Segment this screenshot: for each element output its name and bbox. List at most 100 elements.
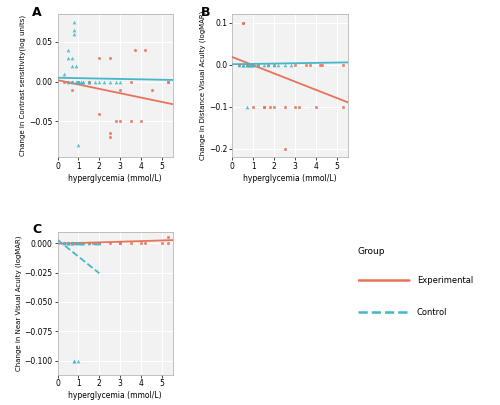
Point	[85, 240, 93, 247]
Point	[106, 240, 114, 247]
Point	[245, 62, 253, 68]
Point	[280, 62, 288, 68]
Point	[239, 19, 247, 26]
Point	[296, 104, 304, 110]
Point	[280, 104, 288, 110]
Point	[126, 118, 134, 125]
Text: C: C	[32, 223, 42, 236]
Point	[318, 62, 326, 68]
Point	[243, 104, 251, 110]
Point	[72, 240, 80, 247]
Point	[243, 62, 251, 68]
Point	[116, 118, 124, 125]
Point	[239, 62, 247, 68]
Text: A: A	[32, 6, 42, 19]
Point	[100, 79, 108, 85]
Point	[137, 240, 145, 247]
Point	[287, 62, 295, 68]
Point	[264, 62, 272, 68]
Point	[106, 55, 114, 61]
Point	[78, 79, 86, 85]
Point	[70, 240, 78, 247]
Point	[68, 240, 76, 247]
X-axis label: hyperglycemia (mmol/L): hyperglycemia (mmol/L)	[68, 174, 162, 183]
Point	[85, 240, 93, 247]
Point	[164, 234, 172, 241]
Point	[70, 357, 78, 364]
Point	[106, 79, 114, 85]
Point	[64, 79, 72, 85]
Point	[260, 104, 268, 110]
Point	[96, 240, 104, 247]
Point	[126, 79, 134, 85]
Point	[85, 79, 93, 85]
Point	[260, 104, 268, 110]
Point	[68, 240, 76, 247]
Point	[89, 240, 97, 247]
Point	[340, 62, 347, 68]
Y-axis label: Change in Distance Visual Acuity (logMAR): Change in Distance Visual Acuity (logMAR…	[200, 11, 206, 160]
Point	[72, 240, 80, 247]
Point	[234, 62, 242, 68]
Point	[274, 62, 282, 68]
Point	[64, 47, 72, 53]
Point	[70, 31, 78, 37]
Point	[243, 62, 251, 68]
Point	[239, 62, 247, 68]
Point	[245, 62, 253, 68]
Text: B: B	[202, 6, 211, 19]
Point	[116, 240, 124, 247]
Point	[239, 62, 247, 68]
Point	[316, 62, 324, 68]
Point	[85, 79, 93, 85]
Point	[243, 62, 251, 68]
Point	[85, 240, 93, 247]
Point	[142, 240, 150, 247]
Point	[91, 240, 99, 247]
Point	[340, 104, 347, 110]
Point	[68, 86, 76, 93]
Point	[60, 70, 68, 77]
Point	[68, 240, 76, 247]
Point	[312, 104, 320, 110]
Point	[68, 79, 76, 85]
Point	[68, 55, 76, 61]
Point	[116, 240, 124, 247]
Point	[137, 118, 145, 125]
Point	[260, 62, 268, 68]
Point	[85, 79, 93, 85]
Point	[302, 62, 310, 68]
Point	[72, 63, 80, 69]
Point	[270, 62, 278, 68]
Point	[68, 240, 76, 247]
Point	[74, 240, 82, 247]
Point	[243, 62, 251, 68]
Point	[76, 240, 84, 247]
Point	[248, 62, 256, 68]
Point	[91, 79, 99, 85]
Point	[74, 240, 82, 247]
Point	[68, 240, 76, 247]
Text: Experimental: Experimental	[417, 276, 473, 285]
Point	[250, 62, 258, 68]
Point	[70, 27, 78, 33]
Point	[148, 86, 156, 93]
Point	[164, 79, 172, 85]
Point	[106, 134, 114, 141]
Point	[78, 79, 86, 85]
Point	[254, 62, 262, 68]
Point	[72, 79, 80, 85]
Point	[64, 240, 72, 247]
Point	[96, 79, 104, 85]
Point	[64, 79, 72, 85]
Point	[64, 55, 72, 61]
Point	[116, 79, 124, 85]
Point	[76, 240, 84, 247]
Point	[164, 79, 172, 85]
Point	[60, 240, 68, 247]
Point	[60, 240, 68, 247]
Point	[250, 62, 258, 68]
Point	[76, 240, 84, 247]
Point	[94, 240, 102, 247]
Point	[264, 62, 272, 68]
